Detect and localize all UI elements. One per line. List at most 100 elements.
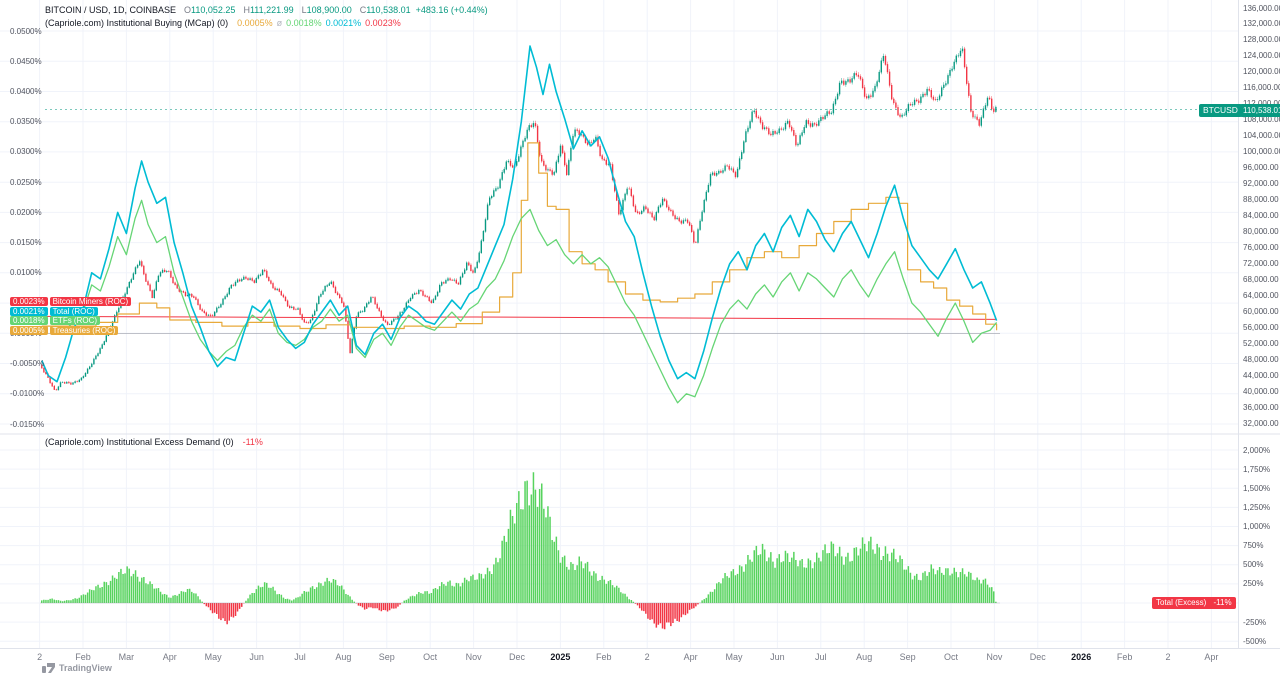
price-tick: 48,000.00 — [1243, 354, 1279, 364]
series-badge-value: 0.0018% — [10, 316, 48, 326]
percent-tick: 0.0100% — [10, 268, 42, 278]
btcusd-symbol-badge: BTCUSD — [1199, 104, 1242, 117]
price-tick: 120,000.00 — [1243, 67, 1280, 77]
time-tick: Jun — [249, 652, 264, 662]
price-tick: 72,000.00 — [1243, 258, 1279, 268]
time-tick: 2 — [1165, 652, 1171, 662]
excess-total-label: Total (Excess) — [1156, 598, 1207, 607]
price-tick: 96,000.00 — [1243, 163, 1279, 173]
excess-percent-tick: 1,250% — [1243, 502, 1271, 512]
price-tick: 32,000.00 — [1243, 418, 1279, 428]
percent-tick: 0.0150% — [10, 238, 42, 248]
time-tick: Jun — [770, 652, 785, 662]
percent-tick: -0.0050% — [10, 359, 45, 369]
excess-total-badge: Total (Excess) -11% — [1152, 597, 1236, 609]
time-tick: 2026 — [1071, 652, 1092, 662]
time-tick: Aug — [335, 652, 352, 662]
price-tick: 84,000.00 — [1243, 211, 1279, 220]
time-tick: Nov — [465, 652, 482, 662]
indicator-value: 0.0005% — [237, 18, 273, 28]
price-tick: 108,000.00 — [1243, 115, 1280, 125]
excess-percent-tick: -250% — [1243, 617, 1267, 627]
last-price-label: 110,538.01 — [1240, 104, 1280, 117]
excess-demand-value: -11% — [242, 437, 263, 447]
price-tick: 128,000.00 — [1243, 35, 1280, 45]
excess-percent-tick: 1,500% — [1243, 483, 1271, 493]
excess-demand-title: (Capriole.com) Institutional Excess Dema… — [45, 437, 234, 447]
excess-total-value: -11% — [1213, 598, 1232, 607]
ohlc-open: O110,052.25 — [184, 5, 236, 15]
price-tick: 112,000.00 — [1243, 99, 1280, 108]
series-badge-label: ETFs (ROC) — [49, 316, 101, 326]
time-tick: May — [204, 652, 222, 662]
price-tick: 136,000.00 — [1243, 3, 1280, 13]
price-tick: 104,000.00 — [1243, 131, 1280, 141]
time-tick: Aug — [856, 652, 873, 662]
tradingview-logo-icon — [42, 663, 55, 673]
indicator-values: 0.0005% ø 0.0018% 0.0021% 0.0023% — [233, 18, 401, 28]
time-tick: Dec — [508, 652, 526, 662]
excess-percent-tick: 1,000% — [1243, 522, 1271, 531]
indicator-value: 0.0023% — [365, 18, 401, 28]
time-tick: Apr — [683, 652, 698, 662]
excess-percent-tick: -500% — [1243, 636, 1267, 646]
time-tick: Oct — [943, 652, 959, 662]
ohlc-close: C110,538.01 — [359, 5, 411, 15]
time-tick: Oct — [423, 652, 438, 662]
percent-tick: 0.0350% — [10, 117, 42, 127]
price-tick: 36,000.00 — [1243, 402, 1279, 412]
time-tick: Apr — [162, 652, 177, 662]
price-tick: 40,000.00 — [1243, 386, 1279, 396]
indicator-value: 0.0021% — [325, 18, 362, 28]
price-tick: 68,000.00 — [1243, 274, 1279, 284]
price-tick: 60,000.00 — [1243, 306, 1279, 316]
gridlines — [0, 0, 1238, 648]
tradingview-logo[interactable]: TradingView — [42, 663, 112, 673]
price-tick: 64,000.00 — [1243, 290, 1279, 300]
time-tick: Feb — [596, 652, 612, 662]
time-tick: May — [725, 652, 743, 662]
indicator-legend[interactable]: (Capriole.com) Institutional Buying (MCa… — [45, 18, 401, 28]
percent-tick: 0.0400% — [10, 86, 42, 96]
price-tick: 44,000.00 — [1243, 370, 1279, 380]
price-tick: 80,000.00 — [1243, 226, 1279, 236]
series-badge: 0.0005% Treasuries (ROC) — [10, 325, 119, 335]
series-badge: 0.0021% Total (ROC) — [10, 306, 98, 316]
percent-tick: 0.0200% — [10, 207, 42, 217]
series-badge-value: 0.0021% — [10, 306, 48, 316]
histogram-series — [40, 472, 1000, 630]
tradingview-logo-text: TradingView — [59, 663, 112, 673]
series-badge: 0.0018% ETFs (ROC) — [10, 316, 101, 326]
excess-percent-tick: 250% — [1243, 579, 1264, 589]
ohlc-low: L108,900.00 — [301, 5, 352, 15]
price-tick: 92,000.00 — [1243, 179, 1279, 189]
price-tick: 52,000.00 — [1243, 338, 1279, 348]
series-badge-value: 0.0005% — [10, 325, 48, 335]
price-tick: 124,000.00 — [1243, 51, 1280, 61]
time-tick: Feb — [75, 652, 91, 662]
series-badge-label: Treasuries (ROC) — [49, 325, 119, 335]
time-tick: Dec — [1029, 652, 1046, 662]
percent-tick: 0.0300% — [10, 147, 42, 157]
series-badge-label: Bitcoin Miners (ROC) — [49, 297, 132, 306]
time-tick: Sep — [378, 652, 395, 662]
indicator-value: 0.0018% — [286, 18, 322, 28]
time-tick: Sep — [899, 652, 916, 662]
excess-demand-legend[interactable]: (Capriole.com) Institutional Excess Dema… — [45, 437, 263, 447]
price-tick: 56,000.00 — [1243, 322, 1279, 332]
excess-percent-tick: 2,000% — [1243, 445, 1271, 455]
excess-percent-tick: 750% — [1243, 541, 1264, 551]
candlestick-series — [41, 46, 997, 391]
symbol-title: BITCOIN / USD, 1D, COINBASE — [45, 5, 177, 15]
percent-tick: -0.0100% — [10, 389, 45, 399]
ohlc-high: H111,221.99 — [243, 5, 294, 15]
price-tick: 76,000.00 — [1243, 242, 1279, 252]
time-tick: Mar — [118, 652, 135, 662]
indicator-value: ø — [276, 18, 283, 28]
excess-percent-tick: 500% — [1243, 560, 1264, 570]
percent-tick: 0.0500% — [10, 26, 42, 36]
symbol-legend[interactable]: BITCOIN / USD, 1D, COINBASE O110,052.25 … — [45, 5, 488, 15]
series-badge-label: Total (ROC) — [49, 306, 98, 316]
